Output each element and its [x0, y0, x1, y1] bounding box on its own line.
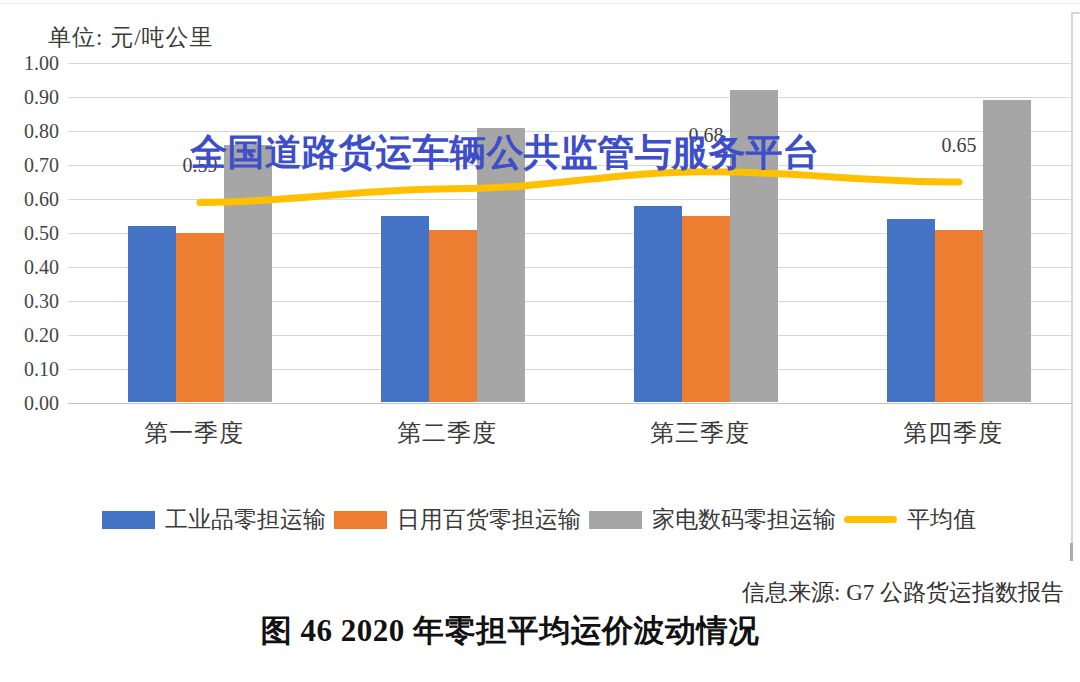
source-note: 信息来源: G7 公路货运指数报告 — [742, 577, 1064, 608]
right-border-line — [1071, 12, 1073, 560]
legend-swatch — [589, 511, 642, 529]
legend: 工业品零担运输 日用百货零担运输 家电数码零担运输 平均值 — [102, 504, 978, 535]
legend-label: 平均值 — [907, 504, 976, 535]
watermark-text: 全国道路货运车辆公共监管与服务平台 — [191, 128, 820, 178]
legend-label: 日用百货零担运输 — [397, 504, 581, 535]
right-border-tail — [1070, 543, 1073, 561]
legend-swatch — [334, 511, 387, 529]
legend-item: 平均值 — [844, 504, 978, 535]
line-data-label: 0.65 — [942, 134, 977, 157]
legend-item: 工业品零担运输 — [102, 504, 328, 535]
legend-label: 工业品零担运输 — [165, 504, 326, 535]
chart-page: 单位: 元/吨公里 0.000.100.200.300.400.500.600.… — [0, 0, 1080, 682]
legend-item: 日用百货零担运输 — [334, 504, 583, 535]
legend-label: 家电数码零担运输 — [652, 504, 836, 535]
legend-swatch — [102, 511, 155, 529]
legend-item: 家电数码零担运输 — [589, 504, 838, 535]
right-border-top — [1071, 12, 1080, 14]
figure-caption: 图 46 2020 年零担平均运价波动情况 — [261, 610, 760, 652]
legend-swatch — [844, 516, 897, 523]
